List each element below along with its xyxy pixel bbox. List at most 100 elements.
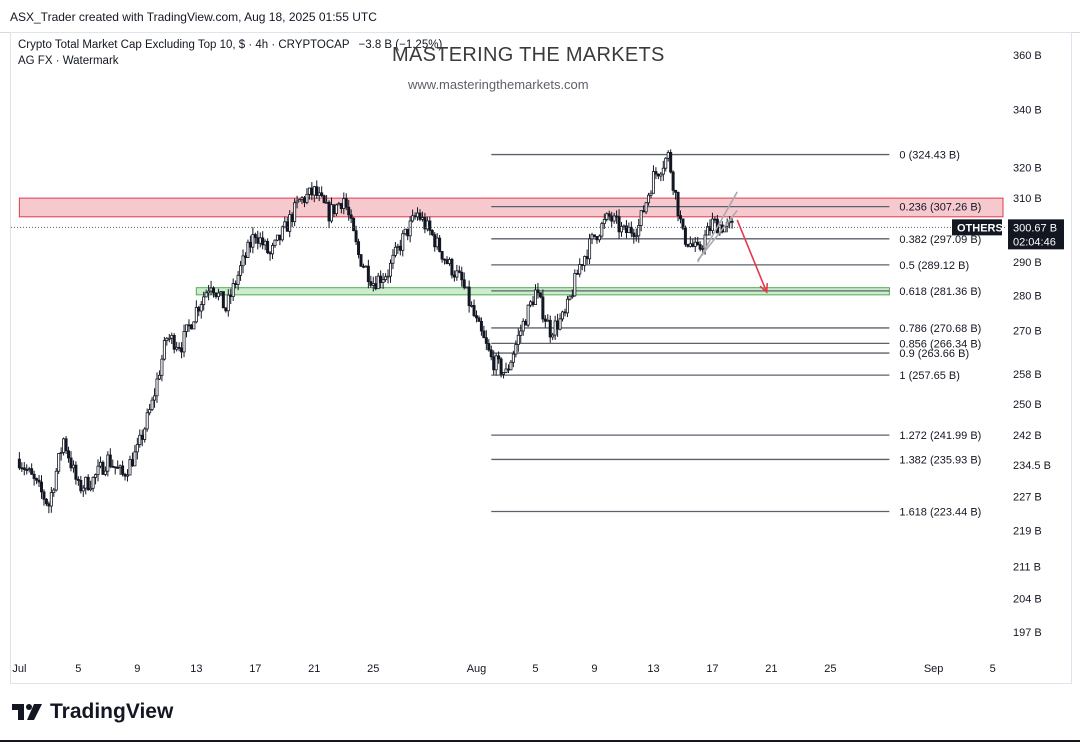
candle-body: [450, 258, 454, 276]
candle-body: [91, 476, 95, 489]
candle-body: [52, 489, 56, 493]
candle-body: [529, 301, 533, 306]
candle-body: [398, 245, 402, 251]
candle-body: [447, 258, 451, 264]
candle-body: [130, 459, 134, 467]
candle-body: [290, 214, 294, 223]
candle-body: [293, 202, 297, 223]
candle-body: [199, 304, 203, 312]
candle-body: [325, 201, 329, 204]
change-text: −3.8 B (−1.25%): [358, 39, 443, 51]
indicator-legend[interactable]: AG FX · Watermark: [18, 55, 119, 67]
candle-body: [479, 321, 483, 332]
candle-body: [106, 454, 110, 472]
y-tick-label: 211 B: [1013, 561, 1041, 573]
symbol-legend[interactable]: Crypto Total Market Cap Excluding Top 10…: [18, 39, 442, 51]
candle-body: [216, 292, 220, 298]
candle-body: [440, 251, 444, 260]
candle-body: [116, 467, 120, 469]
drawings-layer: [697, 191, 769, 294]
candle-body: [302, 197, 306, 203]
candle-body: [98, 461, 102, 467]
candle-body: [44, 498, 48, 505]
candle-body: [457, 270, 461, 273]
candle-body: [243, 255, 247, 258]
candle-body: [607, 213, 611, 217]
x-tick-label: 5: [532, 663, 538, 675]
chart-panel[interactable]: [10, 32, 1072, 684]
footer: [0, 690, 1080, 742]
candle-body: [438, 237, 442, 252]
candle-body: [526, 304, 530, 326]
candle-body: [511, 353, 515, 363]
y-tick-label: 340 B: [1013, 105, 1042, 117]
candle-body: [153, 395, 157, 401]
candle-body: [484, 337, 488, 344]
candle-body: [428, 220, 432, 231]
candle-body: [204, 292, 208, 298]
badge-price: 300.67 B: [1013, 222, 1057, 234]
candle-body: [261, 237, 265, 246]
candle-body: [339, 203, 343, 209]
candle-body: [108, 454, 112, 467]
candle-body: [212, 287, 216, 294]
candle-body: [514, 344, 518, 355]
candle-body: [487, 343, 491, 351]
time-axis: Jul 5 9 13 17 21 25 Aug 5 9 13 17 21 25 Sep 5: [12, 663, 995, 675]
candle-body: [656, 173, 660, 177]
candle-body: [62, 438, 66, 453]
candle-body: [489, 349, 493, 358]
candle-body: [546, 319, 550, 322]
projection-arrowhead: [759, 283, 769, 294]
bottom-rule: [0, 740, 1080, 742]
candle-body: [644, 202, 648, 213]
candle-body: [455, 270, 459, 278]
candle-body: [285, 221, 289, 232]
candle-body: [334, 204, 338, 215]
candle-body: [143, 428, 147, 440]
x-tick-label: 5: [990, 663, 996, 675]
fib-label-1.618: 1.618 (223.44 B): [899, 506, 981, 518]
candle-body: [278, 234, 282, 241]
candle-body: [583, 256, 587, 266]
candle-body: [575, 273, 579, 275]
candle-body: [443, 258, 447, 261]
candle-body: [133, 451, 137, 467]
fib-label-0: 0 (324.43 B): [899, 150, 960, 162]
y-tick-label: 280 B: [1013, 291, 1042, 303]
candle-body: [531, 301, 535, 305]
candle-body: [234, 283, 238, 285]
candle-body: [113, 466, 117, 469]
candle-body: [337, 203, 341, 206]
channel-line-1: [697, 191, 738, 263]
y-tick-label: 219 B: [1013, 526, 1042, 538]
candle-body: [280, 226, 284, 241]
candle-body: [590, 234, 594, 240]
candle-body: [155, 378, 159, 397]
candle-body: [411, 215, 415, 222]
y-tick-label: 270 B: [1013, 325, 1042, 337]
candle-body: [553, 320, 557, 336]
fib-label-0.382: 0.382 (297.09 B): [899, 234, 981, 246]
candle-body: [696, 241, 700, 245]
candle-body: [433, 234, 437, 248]
candle-body: [37, 479, 41, 483]
candle-body: [499, 358, 503, 375]
candle-body: [42, 491, 46, 500]
y-tick-label: 234.5 B: [1013, 460, 1051, 472]
candle-body: [71, 464, 75, 469]
tradingview-logo[interactable]: TradingView: [12, 700, 173, 724]
candle-body: [315, 186, 319, 196]
candle-body: [713, 218, 717, 221]
candle-body: [647, 194, 651, 204]
credit-text: ASX_Trader created with TradingView.com,…: [10, 10, 377, 24]
candle-body: [312, 186, 316, 196]
candle-body: [84, 476, 88, 489]
candle-body: [295, 200, 299, 204]
candle-body: [364, 265, 368, 268]
candle-body: [642, 210, 646, 213]
y-tick-label: 320 B: [1013, 163, 1042, 175]
y-tick-label: 360 B: [1013, 50, 1042, 62]
candle-body: [25, 469, 29, 471]
